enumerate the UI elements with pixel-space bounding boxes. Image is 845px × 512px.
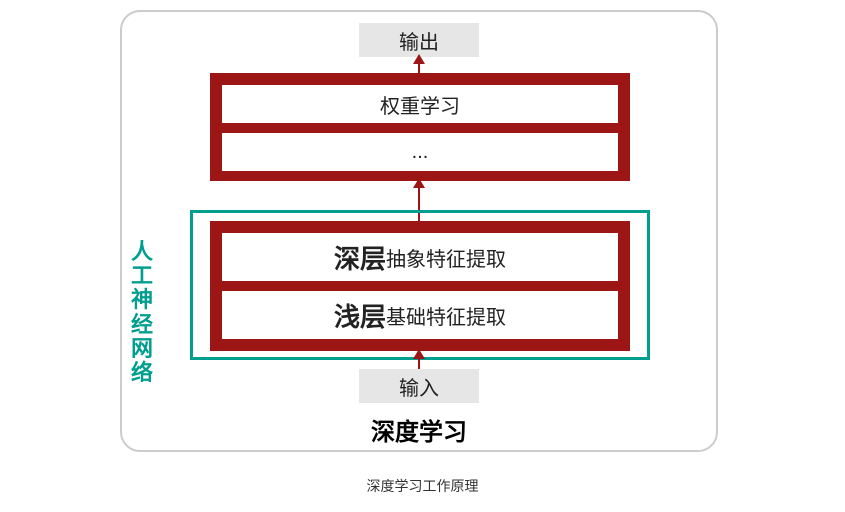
diagram-title-text: 深度学习 [371,419,467,446]
shallow-layer-row: 浅层基础特征提取 [222,291,618,339]
ellipsis-row: ... [222,133,618,171]
figure-caption: 深度学习工作原理 [0,476,845,496]
output-label: 输出 [399,26,439,55]
diagram-title: 深度学习 [120,412,718,447]
ann-label-text: 人工神经网络 [131,239,153,385]
input-label: 输入 [399,372,439,401]
ann-side-label: 人工神经网络 [130,240,154,385]
deep-layer-row: 深层抽象特征提取 [222,233,618,281]
weight-learning-label: 权重学习 [380,90,460,119]
deep-rest: 抽象特征提取 [386,243,506,272]
input-box: 输入 [359,369,479,403]
ellipsis-label: ... [412,141,429,164]
upper-layers-block: 权重学习 ... [210,73,630,181]
weight-learning-row: 权重学习 [222,85,618,123]
lower-layers-block: 深层抽象特征提取 浅层基础特征提取 [210,221,630,351]
caption-text: 深度学习工作原理 [367,478,479,494]
deep-bold: 深层 [334,239,386,276]
diagram-container: 输出 权重学习 ... 深层抽象特征提取 浅层基础特征提取 人工神经网络 输入 … [120,10,718,452]
output-box: 输出 [359,23,479,57]
shallow-rest: 基础特征提取 [386,301,506,330]
shallow-bold: 浅层 [334,297,386,334]
